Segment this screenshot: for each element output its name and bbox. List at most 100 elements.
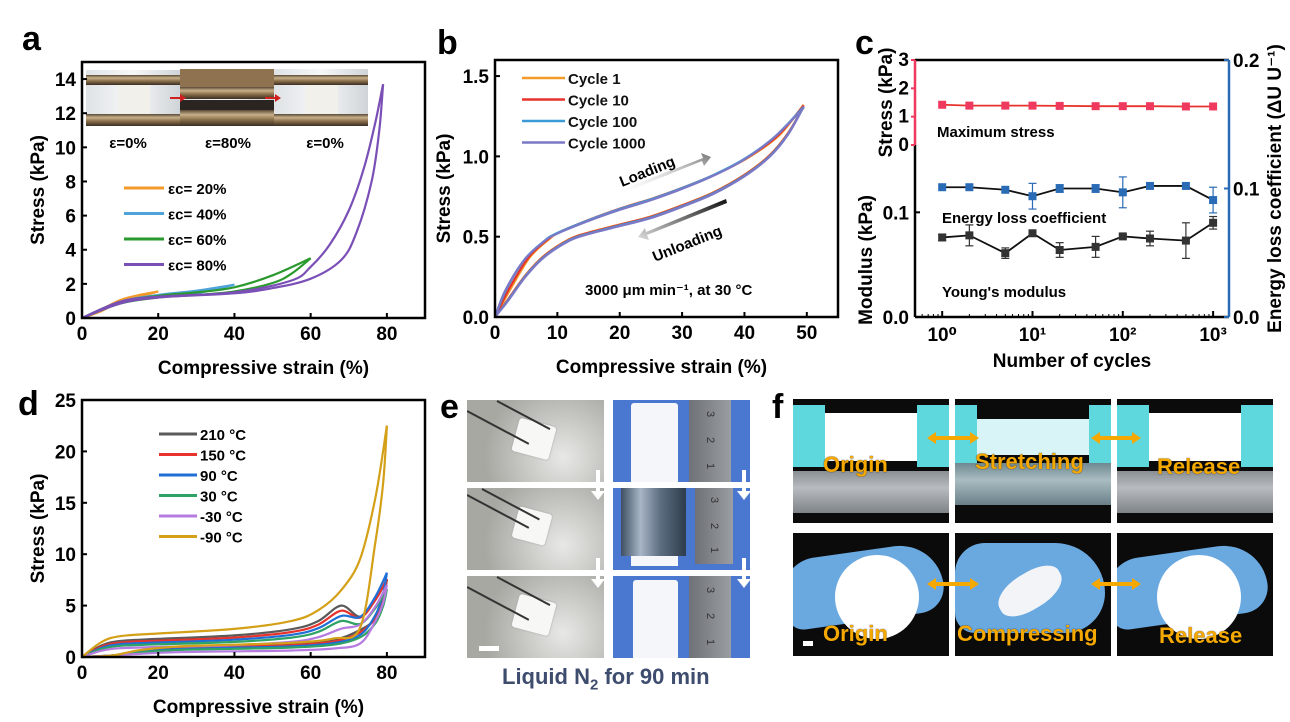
ruler <box>793 471 949 513</box>
foam-block <box>631 556 678 566</box>
panel-label-a: a <box>22 20 41 58</box>
x-tick-label: 10³ <box>1199 325 1226 346</box>
x-axis-label: Compressive strain (%) <box>556 357 767 378</box>
legend-label-3: Cycle 100 <box>568 114 637 131</box>
y-tick-label: 14 <box>55 70 77 91</box>
y-tick-label: 2 <box>65 275 76 296</box>
inset-photo-3 <box>274 69 368 126</box>
series-line-unloading-4 <box>81 84 385 320</box>
data-point <box>1055 246 1064 255</box>
clamp-right <box>1241 405 1273 467</box>
data-point <box>1028 192 1037 201</box>
data-point <box>1118 232 1127 241</box>
double-arrow-icon <box>927 432 979 444</box>
data-point <box>1209 196 1218 205</box>
legend-label-1: Cycle 1 <box>568 71 621 88</box>
y-tick-label: 0.5 <box>463 228 490 249</box>
double-arrow-icon <box>1091 432 1141 444</box>
caption-stretching: Stretching <box>975 449 1084 474</box>
photo-stretch-release: Release <box>1117 399 1273 523</box>
stress-axis-label: Stress (kPa) <box>876 48 897 158</box>
caption-origin: Origin <box>823 621 888 646</box>
ruler-number: 2 <box>704 612 717 620</box>
modulus-tick-label: 0.1 <box>883 203 910 224</box>
legend-label-4: Cycle 1000 <box>568 136 646 153</box>
photo-stretch-origin: Origin <box>793 399 949 523</box>
legend-label-2: εc= 40% <box>168 207 226 224</box>
data-point <box>938 100 947 109</box>
ruler: 3 2 1 <box>695 488 733 564</box>
clamp-left <box>793 405 825 467</box>
legend-label-1: εc= 20% <box>168 181 226 198</box>
photo-ruler-before: 3 2 1 <box>613 400 750 482</box>
plot-frame <box>493 58 840 319</box>
x-tick-label: 50 <box>796 323 817 344</box>
y-tick-label: 0 <box>65 309 76 330</box>
ruler <box>1117 471 1273 513</box>
panel-label-f: f <box>772 388 784 426</box>
inset-label-2: ε=80% <box>205 135 251 152</box>
legend-label-4: εc= 80% <box>168 258 226 275</box>
ruler-number: 1 <box>704 462 717 470</box>
data-point <box>1181 102 1190 111</box>
stress-tick-label: 3 <box>898 50 909 71</box>
data-point <box>1001 249 1010 258</box>
inset-photo-2 <box>180 69 274 126</box>
x-tick-label: 20 <box>148 663 169 684</box>
ruler-number: 3 <box>708 496 721 504</box>
x-tick-label: 80 <box>376 663 397 684</box>
down-arrow-icon <box>591 558 605 588</box>
data-point <box>938 183 947 192</box>
ruler: 3 2 1 <box>689 400 731 482</box>
series-line-loading-4 <box>493 107 805 318</box>
photo-ruler-after: 3 2 1 <box>613 576 750 658</box>
legend-label-2: 150 °C <box>200 448 246 465</box>
data-point <box>1091 242 1100 251</box>
data-point <box>1145 181 1154 190</box>
inset-arrow-2 <box>265 94 281 102</box>
photo-ruler-compressed: 3 2 1 <box>613 488 750 570</box>
data-point <box>938 233 947 242</box>
legend-label-2: Cycle 10 <box>568 93 629 110</box>
panel-e-caption: Liquid N2 for 90 min <box>502 664 710 693</box>
ruler <box>955 463 1111 505</box>
series-line-3 <box>942 222 1214 255</box>
y-tick-label: 6 <box>65 207 76 228</box>
x-tick-label: 0 <box>77 324 88 345</box>
y-tick-label: 20 <box>55 442 76 463</box>
panel-label-d: d <box>18 385 39 423</box>
scale-bar <box>479 646 499 651</box>
y-tick-label: 0.0 <box>463 308 489 329</box>
inset-label-3: ε=0% <box>306 135 344 152</box>
y-tick-label: 10 <box>55 545 76 566</box>
data-point <box>1001 185 1010 194</box>
y-tick-label: 8 <box>65 172 76 193</box>
photo-compress-origin: Origin <box>793 533 949 656</box>
panel-label-e: e <box>440 388 459 426</box>
modulus-tick-label: 0.0 <box>883 308 909 329</box>
test-condition-annotation: 3000 μm min⁻¹, at 30 °C <box>585 282 752 299</box>
series-line-1 <box>942 103 1214 108</box>
legend-label-3: εc= 60% <box>168 232 226 249</box>
modulus-axis-label: Modulus (kPa) <box>856 195 877 325</box>
caption-text: for 90 min <box>598 664 710 689</box>
x-tick-label: 40 <box>734 323 755 344</box>
x-tick-label: 10² <box>1109 325 1136 346</box>
x-tick-label: 0 <box>77 663 88 684</box>
ruler-number: 1 <box>708 546 721 554</box>
y-tick-label: 4 <box>65 241 76 262</box>
data-point <box>1209 218 1218 227</box>
legend-label-1: 210 °C <box>200 427 246 444</box>
data-point <box>1145 234 1154 243</box>
photo-tweezers-before <box>467 400 604 482</box>
data-point <box>965 231 974 240</box>
data-point <box>965 101 974 110</box>
y-tick-label: 25 <box>55 391 77 412</box>
foam-strip <box>825 413 917 461</box>
ruler-number: 3 <box>704 410 717 418</box>
plot-frame <box>80 60 427 320</box>
ruler: 3 2 1 <box>689 576 731 658</box>
x-tick-label: 20 <box>609 323 630 344</box>
data-point <box>1028 101 1037 110</box>
